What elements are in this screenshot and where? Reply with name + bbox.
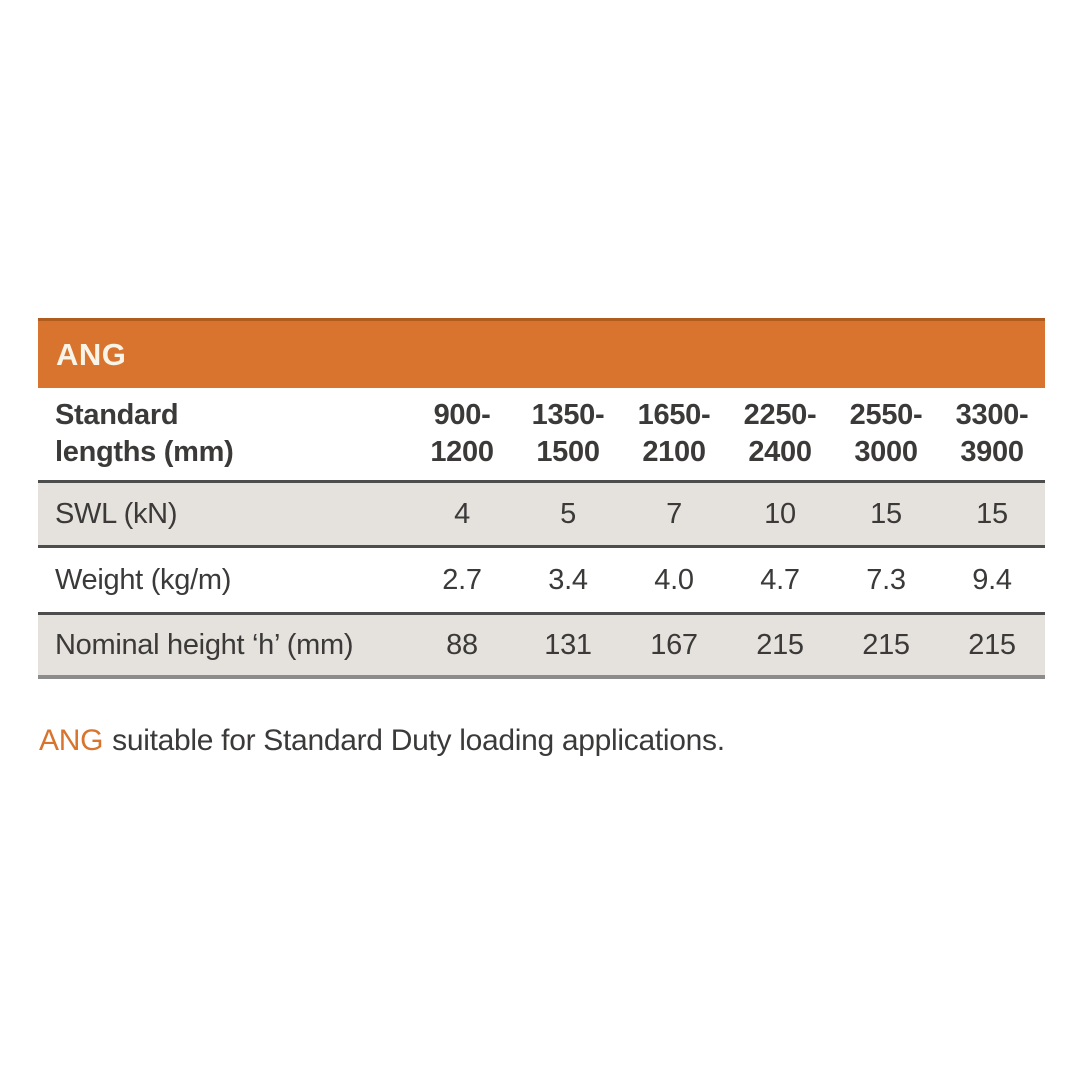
- length-range-col-3: 1650- 2100: [637, 399, 711, 468]
- length-range-col-5: 2550- 3000: [849, 399, 923, 468]
- length-range-col-1: 900- 1200: [430, 399, 494, 468]
- weight-value-1: 2.7: [442, 563, 482, 596]
- table-row-swl: SWL (kN) 4 5 7 10 15 15: [38, 483, 1045, 548]
- swl-value-5: 15: [870, 497, 902, 530]
- weight-value-6: 9.4: [972, 563, 1012, 596]
- height-value-6: 215: [968, 628, 1016, 661]
- weight-value-4: 4.7: [760, 563, 800, 596]
- swl-value-2: 5: [560, 497, 576, 530]
- swl-value-6: 15: [976, 497, 1008, 530]
- length-range-col-2: 1350- 1500: [531, 399, 605, 468]
- height-value-1: 88: [446, 628, 478, 661]
- swl-value-1: 4: [454, 497, 470, 530]
- footnote-text: suitable for Standard Duty loading appli…: [112, 724, 725, 757]
- table-row-weight: Weight (kg/m) 2.7 3.4 4.0 4.7 7.3 9.4: [38, 548, 1045, 615]
- row-label-weight: Weight (kg/m): [55, 563, 232, 596]
- swl-value-3: 7: [666, 497, 682, 530]
- swl-value-4: 10: [764, 497, 796, 530]
- height-value-4: 215: [756, 628, 804, 661]
- table-title-bar: ANG: [38, 318, 1045, 388]
- weight-value-2: 3.4: [548, 563, 588, 596]
- height-value-3: 167: [650, 628, 698, 661]
- table-title: ANG: [56, 336, 127, 372]
- spec-table: ANG Standard lengths (mm) 900- 1200 1350…: [38, 318, 1045, 679]
- weight-value-5: 7.3: [866, 563, 906, 596]
- header-row-label-line1: Standard: [55, 399, 179, 431]
- header-row-label: Standard lengths (mm): [38, 397, 409, 471]
- header-row-label-line2: lengths (mm): [55, 436, 234, 468]
- row-label-nominal-height: Nominal height ‘h’ (mm): [55, 628, 354, 661]
- row-label-swl: SWL (kN): [55, 497, 178, 530]
- length-range-col-6: 3300- 3900: [955, 399, 1029, 468]
- footnote: ANG suitable for Standard Duty loading ap…: [39, 724, 725, 758]
- weight-value-3: 4.0: [654, 563, 694, 596]
- table-header-row: Standard lengths (mm) 900- 1200 1350- 15…: [38, 388, 1045, 483]
- height-value-5: 215: [862, 628, 910, 661]
- length-range-col-4: 2250- 2400: [743, 399, 817, 468]
- table-row-nominal-height: Nominal height ‘h’ (mm) 88 131 167 215 2…: [38, 615, 1045, 679]
- height-value-2: 131: [544, 628, 592, 661]
- footnote-product-name: ANG: [39, 724, 104, 757]
